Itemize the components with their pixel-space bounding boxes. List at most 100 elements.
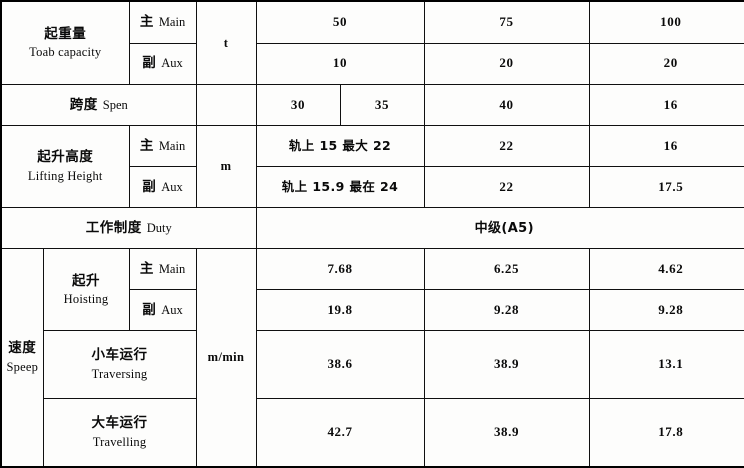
table-row: 起升高度 Lifting Height 主 Main m 轨上 15 最大 22 … <box>0 124 744 209</box>
value-hoisting-aux-2: 9.28 <box>493 302 520 318</box>
cell-span-4: 16 <box>588 83 744 126</box>
value-traversing-3: 13.1 <box>658 356 684 372</box>
subheader-hoisting: 起升 Hoisting <box>42 248 130 332</box>
table-row: 起重量 Toab capacity 主 Main t 50 75 100 <box>0 0 744 85</box>
row-header-speed-cn: 速度 <box>8 340 37 357</box>
subheader-hoisting-main: 主 Main <box>128 248 197 291</box>
subheader-hoisting-cn: 起升 <box>72 272 100 289</box>
value-span-3: 40 <box>499 96 514 112</box>
unit-capacity-label: t <box>223 35 229 50</box>
subheader-lifting-aux-cn: 副 <box>142 178 157 195</box>
cell-lifting-aux-1: 轨上 15.9 最在 24 <box>255 165 425 209</box>
table-row: 副 Aux 10 20 20 <box>1 42 744 85</box>
row-header-duty-cn: 工作制度 <box>85 219 142 236</box>
subheader-traversing: 小车运行 Traversing <box>42 330 197 399</box>
row-header-lifting-height-en: Lifting Height <box>27 168 103 183</box>
cell-hoisting-aux-3: 9.28 <box>588 289 744 332</box>
value-hoisting-main-3: 4.62 <box>658 260 684 276</box>
row-header-speed: 速度 Speep <box>0 248 44 468</box>
value-traversing-1: 38.6 <box>327 356 353 372</box>
cell-lifting-main-3: 16 <box>588 124 744 167</box>
cell-travelling-1: 42.7 <box>255 397 425 468</box>
subheader-hoisting-aux: 副 Aux <box>128 289 197 332</box>
value-hoisting-aux-1: 19.8 <box>327 302 353 318</box>
value-capacity-aux-3: 20 <box>663 55 678 71</box>
subheader-capacity-main: 主 Main <box>128 0 197 44</box>
cell-traversing-3: 13.1 <box>588 330 744 399</box>
cell-lifting-main-2: 22 <box>423 124 590 167</box>
subheader-capacity-main-cn: 主 <box>139 14 154 31</box>
cell-capacity-main-3: 100 <box>588 0 744 44</box>
value-hoisting-main-1: 7.68 <box>327 260 353 276</box>
value-capacity-main-2: 75 <box>499 14 514 30</box>
subheader-lifting-aux: 副 Aux <box>128 165 197 209</box>
cell-hoisting-main-1: 7.68 <box>255 248 425 291</box>
subheader-capacity-aux-en: Aux <box>161 56 183 71</box>
subheader-hoisting-main-cn: 主 <box>139 260 154 277</box>
value-capacity-aux-1: 10 <box>332 55 348 71</box>
value-capacity-main-1: 50 <box>332 14 348 30</box>
value-travelling-3: 17.8 <box>658 424 684 440</box>
row-header-span-cn: 跨度 <box>69 96 98 113</box>
value-travelling-1: 42.7 <box>327 424 353 440</box>
cell-capacity-aux-2: 20 <box>423 42 590 85</box>
cell-travelling-3: 17.8 <box>588 397 744 468</box>
value-hoisting-aux-3: 9.28 <box>658 302 684 318</box>
cell-lifting-main-1: 轨上 15 最大 22 <box>255 124 425 167</box>
subheader-travelling-en: Travelling <box>92 434 147 449</box>
value-lifting-aux-3: 17.5 <box>658 178 684 194</box>
subheader-traversing-en: Traversing <box>91 366 148 381</box>
cell-span-1: 30 <box>255 83 341 126</box>
cell-capacity-main-1: 50 <box>255 0 425 44</box>
unit-capacity: t <box>195 0 257 85</box>
table-row: 速度 Speep 起升 Hoisting 主 Main m/min 7.68 6.… <box>0 248 744 468</box>
table-row: 大车运行 Travelling 42.7 38.9 17.8 <box>1 397 744 468</box>
unit-speed: m/min <box>195 248 257 468</box>
cell-span-3: 40 <box>423 83 590 126</box>
value-capacity-main-3: 100 <box>660 14 682 30</box>
subheader-traversing-cn: 小车运行 <box>91 347 148 364</box>
table-row: 副 Aux 19.8 9.28 9.28 <box>1 289 744 332</box>
subheader-capacity-main-en: Main <box>158 15 186 30</box>
value-span-4: 16 <box>663 96 678 112</box>
cell-capacity-aux-3: 20 <box>588 42 744 85</box>
cell-travelling-2: 38.9 <box>423 397 590 468</box>
cell-hoisting-aux-2: 9.28 <box>423 289 590 332</box>
cell-capacity-main-2: 75 <box>423 0 590 44</box>
value-lifting-main-1: 轨上 15 最大 22 <box>288 137 392 153</box>
row-header-capacity-en: Toab capacity <box>29 44 102 59</box>
value-hoisting-main-2: 6.25 <box>493 260 520 276</box>
cell-hoisting-main-2: 6.25 <box>423 248 590 291</box>
subheader-hoisting-aux-cn: 副 <box>142 302 157 319</box>
table-row: 副 Aux 轨上 15.9 最在 24 22 17.5 <box>1 165 744 209</box>
value-lifting-aux-2: 22 <box>499 178 514 194</box>
subheader-lifting-aux-en: Aux <box>161 179 183 194</box>
unit-span <box>195 83 257 126</box>
cell-capacity-aux-1: 10 <box>255 42 425 85</box>
row-header-capacity: 起重量 Toab capacity <box>0 0 130 85</box>
cell-traversing-1: 38.6 <box>255 330 425 399</box>
cell-hoisting-aux-1: 19.8 <box>255 289 425 332</box>
subheader-capacity-aux: 副 Aux <box>128 42 197 85</box>
subheader-hoisting-aux-en: Aux <box>161 303 183 318</box>
row-header-duty: 工作制度 Duty <box>0 207 257 250</box>
row-header-span-en: Spen <box>102 97 128 112</box>
subheader-hoisting-en: Hoisting <box>63 291 109 306</box>
subheader-lifting-main: 主 Main <box>128 124 197 167</box>
subheader-lifting-main-cn: 主 <box>139 137 154 154</box>
value-travelling-2: 38.9 <box>493 424 520 440</box>
row-header-speed-en: Speep <box>6 359 39 374</box>
value-duty: 中级(A5) <box>474 220 534 236</box>
table-row: 小车运行 Traversing 38.6 38.9 13.1 <box>1 330 744 399</box>
subheader-lifting-main-en: Main <box>158 138 186 153</box>
cell-lifting-aux-2: 22 <box>423 165 590 209</box>
value-lifting-main-3: 16 <box>663 137 678 153</box>
value-span-1: 30 <box>290 96 306 112</box>
subheader-travelling: 大车运行 Travelling <box>42 397 197 468</box>
cell-duty-value: 中级(A5) <box>255 207 744 250</box>
cell-lifting-aux-3: 17.5 <box>588 165 744 209</box>
unit-speed-label: m/min <box>207 350 245 365</box>
row-header-duty-en: Duty <box>146 220 172 235</box>
